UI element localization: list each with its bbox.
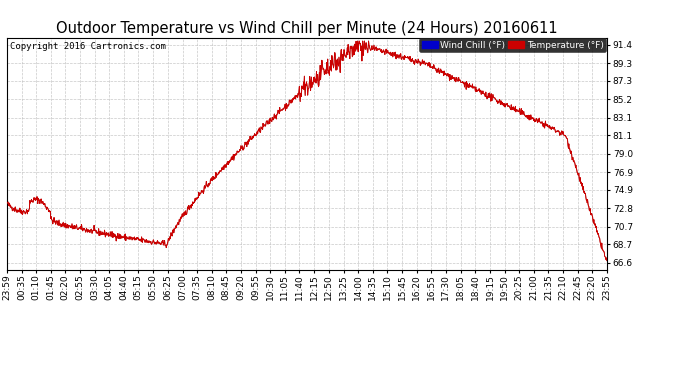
Text: Copyright 2016 Cartronics.com: Copyright 2016 Cartronics.com bbox=[10, 42, 166, 51]
Title: Outdoor Temperature vs Wind Chill per Minute (24 Hours) 20160611: Outdoor Temperature vs Wind Chill per Mi… bbox=[57, 21, 558, 36]
Legend: Wind Chill (°F), Temperature (°F): Wind Chill (°F), Temperature (°F) bbox=[420, 38, 607, 52]
